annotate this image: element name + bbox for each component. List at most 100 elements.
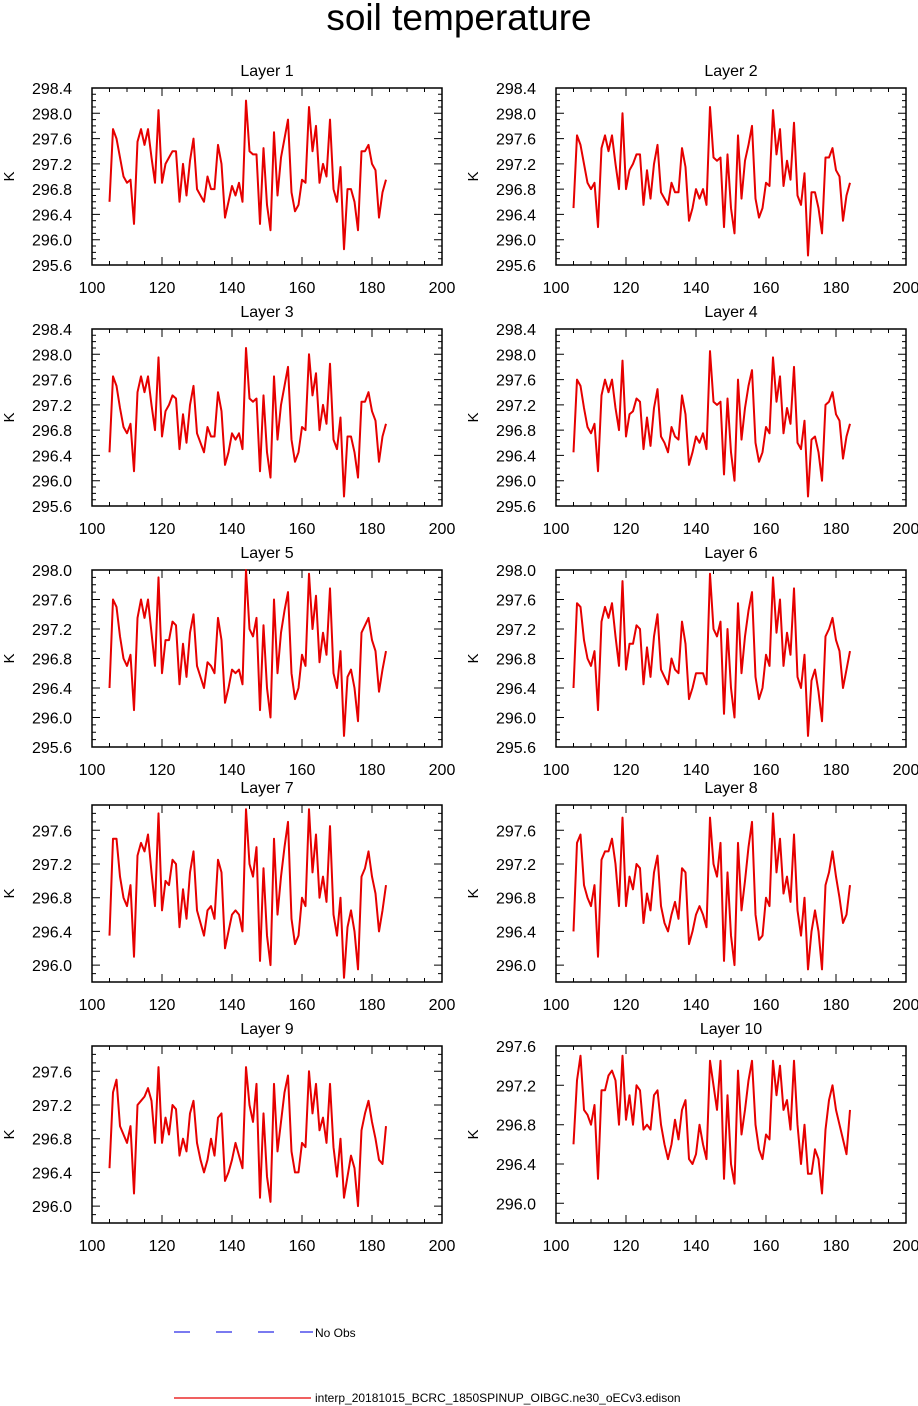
y-tick-label: 296.0 — [496, 1196, 536, 1213]
y-tick-label: 296.4 — [496, 924, 536, 941]
axis-ticks — [91, 1045, 443, 1224]
axis-ticks — [91, 804, 443, 983]
y-tick-label: 297.6 — [32, 823, 72, 840]
y-tick-label: 296.8 — [496, 1118, 536, 1135]
y-tick-label: 297.6 — [32, 1064, 72, 1081]
x-tick-label: 200 — [893, 280, 918, 297]
x-tick-label: 180 — [823, 997, 850, 1014]
y-tick-label: 296.8 — [32, 652, 72, 669]
series-line — [572, 1054, 851, 1195]
panel-title: Layer 4 — [704, 304, 757, 321]
x-tick-label: 180 — [359, 997, 386, 1014]
x-tick-label: 200 — [893, 521, 918, 538]
y-axis-label: K — [1, 888, 18, 898]
y-axis-label: K — [1, 412, 18, 422]
y-tick-label: 296.8 — [32, 1132, 72, 1149]
x-tick-label: 120 — [149, 280, 176, 297]
x-tick-label: 100 — [543, 521, 570, 538]
x-tick-label: 160 — [753, 997, 780, 1014]
y-tick-label: 296.4 — [496, 448, 536, 465]
x-tick-label: 160 — [753, 762, 780, 779]
x-tick-label: 120 — [613, 997, 640, 1014]
x-tick-label: 160 — [289, 521, 316, 538]
x-tick-label: 140 — [219, 280, 246, 297]
plot-frame — [555, 804, 907, 983]
y-tick-label: 296.4 — [496, 1157, 536, 1174]
y-tick-label: 296.4 — [32, 1165, 72, 1182]
panel-layer-2: Layer 2 K 100 120 140 160 180 200 295.6 296.0 296.… — [465, 63, 918, 297]
y-axis-label: K — [1, 653, 18, 663]
x-tick-label: 120 — [149, 521, 176, 538]
y-tick-label: 297.6 — [496, 1039, 536, 1056]
y-tick-label: 297.2 — [496, 622, 536, 639]
legend-label-no-obs: No Obs — [315, 1326, 356, 1340]
x-tick-label: 120 — [613, 521, 640, 538]
plot-frame — [91, 804, 443, 983]
panel-title: Layer 6 — [704, 545, 757, 562]
x-tick-label: 180 — [359, 521, 386, 538]
y-tick-label: 297.2 — [496, 157, 536, 174]
y-tick-label: 297.2 — [32, 1098, 72, 1115]
y-tick-label: 297.2 — [32, 622, 72, 639]
panel-title: Layer 5 — [240, 545, 293, 562]
x-tick-label: 180 — [823, 280, 850, 297]
x-tick-label: 100 — [79, 280, 106, 297]
series-line — [572, 812, 851, 971]
x-tick-label: 180 — [823, 521, 850, 538]
y-tick-label: 296.0 — [32, 474, 72, 491]
panel-layer-6: Layer 6 K 100 120 140 160 180 200 295.6 296.0 296.… — [465, 545, 918, 779]
x-tick-label: 200 — [429, 997, 456, 1014]
plot-frame — [555, 569, 907, 748]
x-tick-label: 200 — [429, 280, 456, 297]
y-tick-label: 297.2 — [32, 398, 72, 415]
y-tick-label: 295.6 — [32, 740, 72, 757]
series-line — [108, 347, 387, 498]
y-tick-label: 298.0 — [496, 347, 536, 364]
x-tick-label: 200 — [893, 997, 918, 1014]
panel-layer-1: Layer 1 K 100 120 140 160 180 200 295.6 296.0 296.… — [1, 63, 455, 297]
series-line — [108, 808, 387, 979]
x-tick-label: 160 — [289, 997, 316, 1014]
x-tick-label: 140 — [683, 762, 710, 779]
panels-grid: Layer 1 K 100 120 140 160 180 200 295.6 296.0 296.… — [1, 63, 918, 1255]
axis-ticks — [555, 87, 907, 266]
x-tick-label: 120 — [149, 997, 176, 1014]
y-axis-label: K — [465, 1129, 482, 1139]
y-tick-label: 297.6 — [496, 373, 536, 390]
x-tick-label: 140 — [219, 1238, 246, 1255]
x-tick-label: 160 — [753, 521, 780, 538]
series-line — [572, 106, 851, 257]
y-tick-label: 295.6 — [496, 258, 536, 275]
y-tick-label: 297.2 — [32, 857, 72, 874]
x-tick-label: 120 — [613, 280, 640, 297]
y-tick-label: 296.8 — [496, 891, 536, 908]
y-axis-label: K — [1, 171, 18, 181]
y-tick-label: 296.0 — [32, 711, 72, 728]
y-tick-label: 297.2 — [496, 1078, 536, 1095]
axis-ticks — [555, 328, 907, 507]
y-tick-label: 295.6 — [496, 740, 536, 757]
axis-ticks — [555, 804, 907, 983]
y-tick-label: 298.0 — [496, 563, 536, 580]
y-axis-label: K — [465, 888, 482, 898]
x-tick-label: 200 — [429, 762, 456, 779]
x-tick-label: 180 — [823, 1238, 850, 1255]
x-tick-label: 200 — [429, 521, 456, 538]
y-tick-label: 297.6 — [496, 132, 536, 149]
y-tick-label: 295.6 — [32, 499, 72, 516]
axis-ticks — [555, 569, 907, 748]
y-tick-label: 297.6 — [32, 593, 72, 610]
y-tick-label: 296.4 — [32, 681, 72, 698]
panel-layer-5: Layer 5 K 100 120 140 160 180 200 295.6 296.0 296.… — [1, 545, 455, 779]
y-tick-label: 298.0 — [32, 563, 72, 580]
y-tick-label: 298.0 — [496, 106, 536, 123]
x-tick-label: 160 — [753, 1238, 780, 1255]
x-tick-label: 120 — [613, 1238, 640, 1255]
x-tick-label: 140 — [683, 280, 710, 297]
y-tick-label: 296.4 — [496, 681, 536, 698]
y-axis-label: K — [465, 653, 482, 663]
x-tick-label: 180 — [359, 762, 386, 779]
y-tick-label: 298.4 — [32, 81, 72, 98]
series-line — [108, 99, 387, 251]
